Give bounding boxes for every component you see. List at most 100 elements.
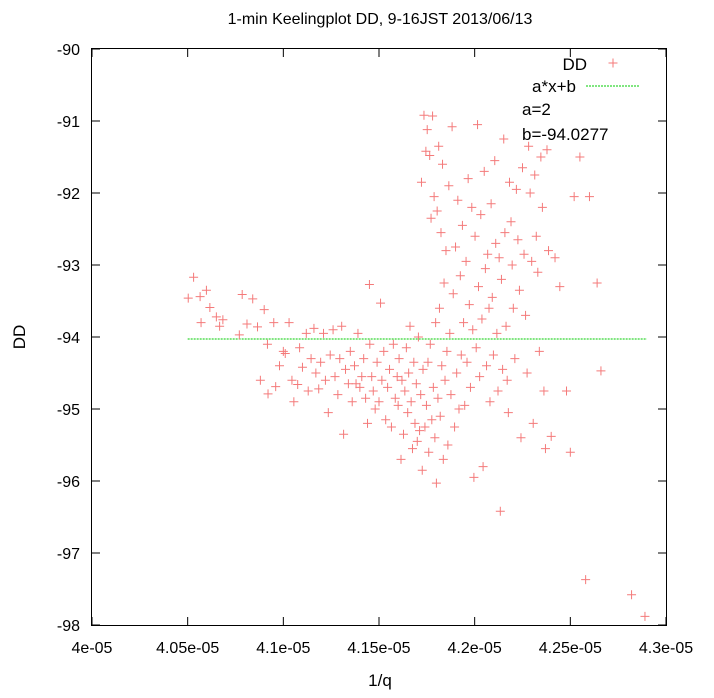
data-point (289, 397, 299, 407)
data-point (484, 303, 494, 313)
data-point (468, 325, 478, 335)
data-point (275, 361, 285, 371)
data-point (403, 408, 413, 418)
y-tick-label: -95 (57, 402, 80, 419)
data-point (459, 318, 469, 328)
data-point (353, 328, 363, 338)
x-tick-label: 4.2e-05 (448, 640, 502, 657)
x-tick-label: 4.3e-05 (639, 640, 693, 657)
data-point (433, 393, 443, 403)
data-point (416, 177, 426, 187)
legend: DD a*x+b a=2 b=-94.0277 (522, 55, 639, 144)
data-point (429, 192, 439, 202)
data-point (335, 354, 345, 364)
data-point (544, 246, 554, 256)
data-point (297, 362, 307, 372)
data-point (396, 454, 406, 464)
data-point (432, 206, 442, 216)
data-point (530, 170, 540, 180)
data-point (487, 292, 497, 302)
data-point (581, 575, 591, 585)
data-point (496, 274, 506, 284)
data-point (508, 303, 518, 313)
data-point (431, 318, 441, 328)
data-point (195, 292, 205, 302)
data-point (491, 238, 501, 248)
data-point (501, 321, 511, 331)
data-point (394, 354, 404, 364)
data-point (381, 415, 391, 425)
data-point (350, 361, 360, 371)
data-point (420, 422, 430, 432)
data-point (255, 375, 265, 385)
data-point (460, 400, 470, 410)
data-point (465, 382, 475, 392)
data-point (435, 411, 445, 421)
data-point (234, 330, 244, 340)
y-tick-label: -91 (57, 114, 80, 131)
data-point (325, 350, 335, 360)
data-point (441, 246, 451, 256)
data-point (320, 375, 330, 385)
data-point (475, 372, 485, 382)
data-point (385, 364, 395, 374)
data-point (534, 346, 544, 356)
data-point (473, 120, 483, 130)
data-point (248, 294, 258, 304)
data-point (483, 249, 493, 259)
data-point (488, 350, 498, 360)
data-point (463, 174, 473, 184)
data-point (345, 346, 355, 356)
data-point (440, 375, 450, 385)
data-point (528, 418, 538, 428)
data-point (473, 282, 483, 292)
y-tick-label: -97 (57, 546, 80, 563)
data-point (189, 272, 199, 282)
data-point (339, 429, 349, 439)
data-point (390, 393, 400, 403)
annotation-a: a=2 (522, 100, 551, 119)
data-point (377, 375, 387, 385)
legend-label-fit: a*x+b (532, 77, 576, 96)
data-point (424, 447, 434, 457)
x-axis: 4e-05 4.05e-05 4.1e-05 4.15e-05 4.2e-05 4.25e… (72, 49, 693, 657)
data-point (383, 382, 393, 392)
data-point (503, 408, 513, 418)
data-point (521, 310, 531, 320)
data-point (237, 290, 247, 300)
data-point (467, 202, 477, 212)
y-tick-label: -94 (57, 330, 80, 347)
data-point (444, 181, 454, 191)
data-point (351, 379, 361, 389)
data-point (542, 145, 552, 155)
data-point (439, 278, 449, 288)
data-point (367, 372, 377, 382)
data-point (417, 465, 427, 475)
data-point (201, 285, 211, 295)
data-point (306, 354, 316, 364)
y-tick-label: -98 (57, 618, 80, 635)
data-point (400, 386, 410, 396)
data-point (596, 366, 606, 376)
data-point (470, 231, 480, 241)
data-point (393, 400, 403, 410)
data-point (404, 368, 414, 378)
data-point (584, 192, 594, 202)
data-point (311, 368, 321, 378)
data-point (555, 282, 565, 292)
data-point (506, 217, 516, 227)
data-point (502, 375, 512, 385)
data-point (462, 357, 472, 367)
data-point (215, 321, 225, 331)
data-point (477, 314, 487, 324)
data-point (533, 267, 543, 277)
data-point (363, 418, 373, 428)
data-point (492, 328, 502, 338)
data-point (376, 298, 386, 308)
legend-marker-dd (608, 58, 618, 68)
data-point (498, 364, 508, 374)
data-point (280, 349, 290, 359)
data-point (303, 386, 313, 396)
data-point (452, 368, 462, 378)
